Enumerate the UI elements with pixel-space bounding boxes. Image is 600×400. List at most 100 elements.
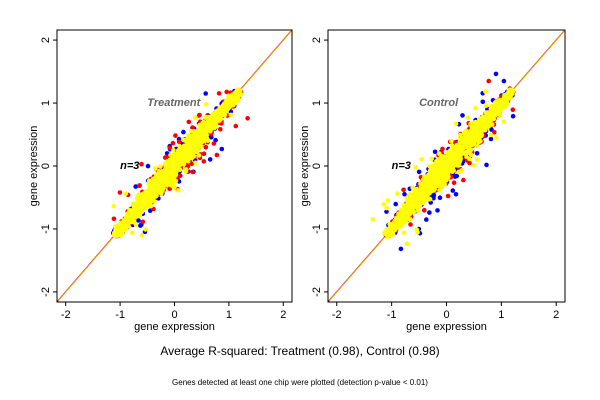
data-point (136, 218, 141, 223)
data-point (203, 145, 209, 150)
data-point (228, 112, 234, 118)
data-point (411, 205, 416, 210)
data-point (510, 113, 516, 119)
data-point (427, 210, 432, 215)
data-point (428, 200, 434, 205)
data-point (484, 162, 489, 168)
data-point (468, 152, 474, 157)
data-point (139, 161, 144, 167)
panel-title: Treatment (147, 97, 201, 109)
data-point (172, 158, 178, 164)
data-point (199, 130, 204, 136)
data-point (237, 88, 243, 93)
data-point (468, 148, 474, 153)
data-point (196, 113, 202, 118)
data-point (429, 163, 435, 169)
data-point (401, 230, 407, 236)
data-point (437, 151, 442, 156)
data-point (153, 175, 159, 181)
data-point (201, 151, 207, 156)
data-point (158, 164, 163, 169)
x-tick-label: 2 (553, 309, 559, 321)
data-point (474, 143, 480, 149)
data-point (432, 149, 438, 155)
data-point (400, 220, 406, 226)
data-point (207, 157, 213, 162)
data-point (168, 183, 174, 188)
data-point (181, 162, 187, 167)
data-point (436, 171, 442, 176)
data-point (495, 102, 501, 108)
x-axis-label: gene expression (134, 321, 215, 333)
data-point (111, 216, 117, 222)
y-tick-label: 1 (40, 100, 52, 106)
data-point (389, 227, 395, 232)
data-point (178, 173, 183, 178)
data-point (222, 109, 227, 114)
data-point (470, 136, 476, 142)
data-point (474, 157, 480, 162)
data-point (181, 129, 186, 135)
data-point (445, 168, 451, 173)
data-point (384, 205, 389, 211)
data-point (446, 163, 452, 169)
x-tick-label: -2 (61, 309, 71, 321)
data-point (501, 119, 507, 124)
data-point (170, 140, 176, 146)
data-point (233, 123, 239, 129)
n-annotation: n=3 (120, 160, 139, 172)
data-point (181, 150, 186, 155)
data-point (453, 192, 459, 197)
data-point (151, 186, 157, 191)
plot-area (57, 30, 292, 302)
data-point (150, 179, 156, 185)
data-point (437, 195, 443, 200)
data-point (123, 191, 128, 196)
data-point (442, 171, 448, 177)
data-point (400, 214, 405, 220)
data-point (139, 232, 145, 238)
data-point (201, 120, 207, 125)
data-point (411, 201, 417, 206)
data-point (130, 230, 135, 236)
data-point (494, 99, 499, 105)
x-tick-label: -2 (332, 309, 342, 321)
data-point (484, 103, 489, 108)
data-point (456, 151, 461, 156)
data-point (408, 222, 413, 227)
data-point (198, 144, 204, 149)
data-point (245, 116, 250, 121)
data-point (385, 198, 391, 203)
data-point (193, 115, 198, 120)
data-point (440, 146, 445, 152)
data-point (176, 188, 181, 193)
data-point (473, 119, 479, 125)
data-point (223, 101, 228, 107)
data-point (437, 163, 442, 168)
data-point (392, 219, 397, 225)
data-point (117, 190, 123, 195)
data-point (190, 125, 195, 130)
data-point (201, 159, 207, 164)
data-point (462, 142, 468, 148)
data-point (218, 127, 223, 132)
data-point (467, 129, 473, 134)
data-point (193, 160, 198, 166)
data-point (416, 169, 422, 175)
y-axis-label: gene expression (28, 126, 40, 207)
data-point (226, 96, 232, 102)
data-point (186, 119, 192, 125)
data-point (484, 121, 489, 127)
data-point (197, 138, 203, 143)
footer-note: Genes detected at least one chip were pl… (172, 378, 428, 387)
data-point (460, 146, 465, 151)
data-point (164, 162, 169, 167)
data-point (208, 119, 214, 124)
data-point (140, 219, 146, 225)
data-point (454, 158, 459, 163)
data-point (142, 191, 148, 197)
data-point (436, 167, 442, 172)
data-point (188, 134, 193, 139)
data-point (203, 91, 208, 96)
